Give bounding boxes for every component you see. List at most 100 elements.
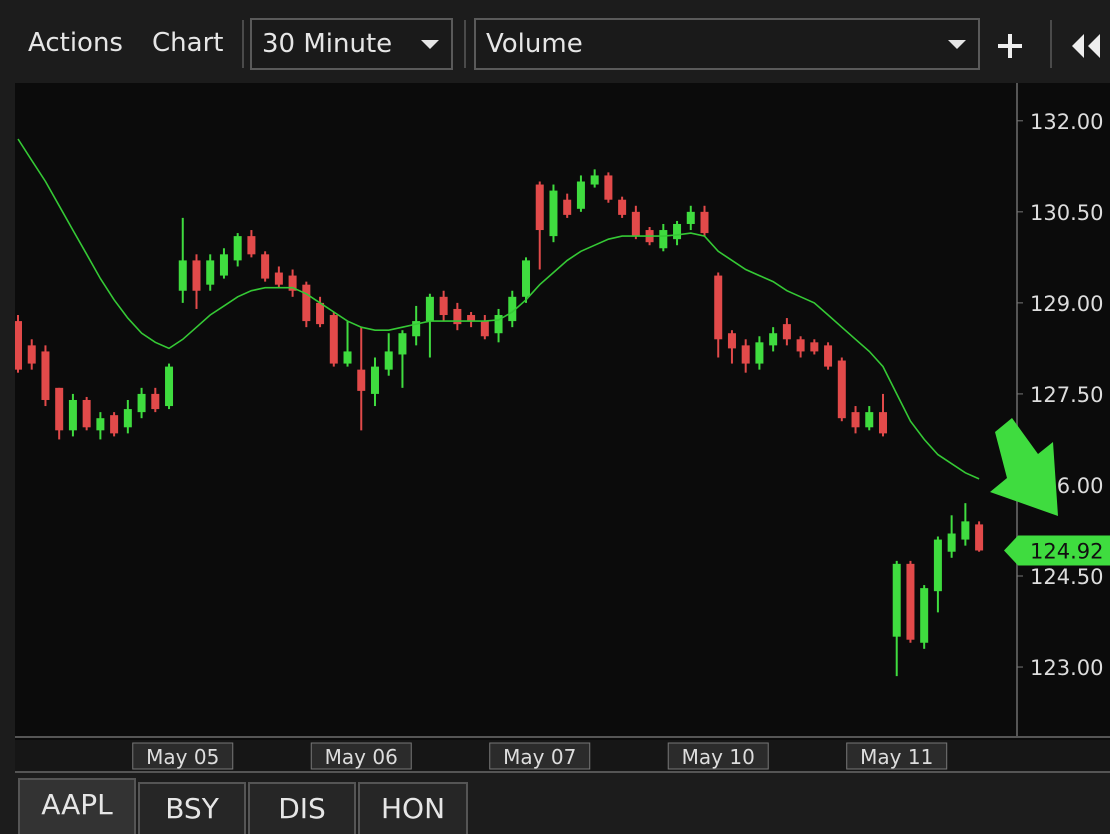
tab[interactable]: HON [358, 782, 468, 834]
candle-body [384, 351, 393, 370]
date-label-box [667, 742, 769, 770]
candle-body [123, 409, 132, 428]
y-tick-label: 129.00 [1030, 292, 1103, 316]
candle-body [151, 393, 160, 410]
candle-body [357, 369, 366, 391]
candle-body [824, 345, 833, 367]
candle-body [673, 223, 682, 240]
candle-body [329, 315, 338, 364]
candle-body [55, 387, 64, 431]
interval-dropdown[interactable]: 30 Minute [250, 18, 453, 70]
candle-body [316, 302, 325, 325]
x-tick-label: May 07 [503, 745, 576, 769]
candle-body [178, 260, 187, 291]
x-tick-label: May 06 [325, 745, 398, 769]
menu-chart[interactable]: Chart [152, 28, 224, 58]
candle-body [933, 539, 942, 592]
candle-body [370, 366, 379, 394]
tab[interactable]: AAPL [18, 778, 136, 834]
menu-actions[interactable]: Actions [28, 28, 123, 58]
interval-text: 30 Minute [262, 29, 393, 59]
candle-body [41, 351, 50, 400]
candle-body [700, 211, 709, 234]
candle-body [755, 342, 764, 364]
y-tick-label: 123.00 [1030, 656, 1103, 680]
last-price-label: 124.92 [1030, 539, 1103, 563]
candle-body [796, 339, 805, 352]
candle-body [961, 521, 970, 540]
candle-body [535, 184, 544, 231]
candle-body [494, 315, 503, 334]
date-label-box [846, 742, 948, 770]
last-price-tag [1004, 535, 1110, 566]
candle-body [576, 181, 585, 209]
x-tick-label: May 11 [860, 745, 933, 769]
candle-body [618, 199, 627, 215]
candle-body [480, 321, 489, 337]
candle-body [453, 308, 462, 325]
candle-body [631, 211, 640, 237]
indicator-arrow [990, 418, 1058, 516]
candle-body [425, 296, 434, 322]
x-tick-label: May 10 [682, 745, 755, 769]
candle-body [15, 321, 22, 370]
candle-body [96, 418, 105, 431]
candle-body [741, 345, 750, 364]
candle-body [192, 260, 201, 291]
candle-body [659, 230, 668, 249]
study-dropdown[interactable]: Volume [474, 18, 980, 70]
candle-body [769, 333, 778, 346]
candle-body [110, 415, 119, 434]
moving-average-line [17, 138, 980, 480]
candle-body [975, 524, 984, 551]
caret [948, 40, 966, 49]
candle-body [508, 296, 517, 322]
candle-body [590, 175, 599, 185]
study-text: Volume [486, 29, 583, 59]
candle-body [288, 275, 297, 291]
candle-body [467, 315, 476, 322]
candle-body [865, 412, 874, 428]
candle-body [219, 254, 228, 276]
candle-body [522, 260, 531, 297]
candle-body [274, 272, 283, 285]
candle-body [82, 399, 91, 428]
candle-body [343, 351, 352, 364]
candle-body [398, 333, 407, 355]
separator [1050, 20, 1052, 68]
candle-body [27, 345, 36, 364]
chart-background [15, 83, 1110, 773]
caret [421, 40, 439, 49]
candle-body [686, 211, 695, 224]
separator [242, 20, 244, 68]
y-tick-label: 124.50 [1030, 565, 1103, 589]
candle-body [302, 284, 311, 322]
candle-body [233, 236, 242, 261]
date-label-box [132, 742, 234, 770]
date-label-box [310, 742, 412, 770]
add-button[interactable] [994, 30, 1026, 62]
candle-body [920, 588, 929, 643]
candle-body [563, 199, 572, 215]
x-tick-label: May 05 [146, 745, 219, 769]
collapse-button[interactable] [1068, 32, 1104, 60]
candle-body [782, 324, 791, 340]
y-tick-label: 127.50 [1030, 383, 1103, 407]
candle-body [727, 333, 736, 349]
candle-body [878, 412, 887, 434]
tab[interactable]: BSY [138, 782, 246, 834]
candle-body [906, 563, 915, 640]
candle-body [851, 412, 860, 428]
candle-body [206, 260, 215, 285]
candle-body [714, 275, 723, 340]
y-tick-label: 130.50 [1030, 201, 1103, 225]
candle-body [137, 393, 146, 413]
tab[interactable]: DIS [248, 782, 356, 834]
candle-body [947, 533, 956, 552]
candle-body [439, 296, 448, 316]
date-label-box [489, 742, 591, 770]
y-tick-label: 132.00 [1030, 110, 1103, 134]
candle-body [165, 366, 174, 407]
